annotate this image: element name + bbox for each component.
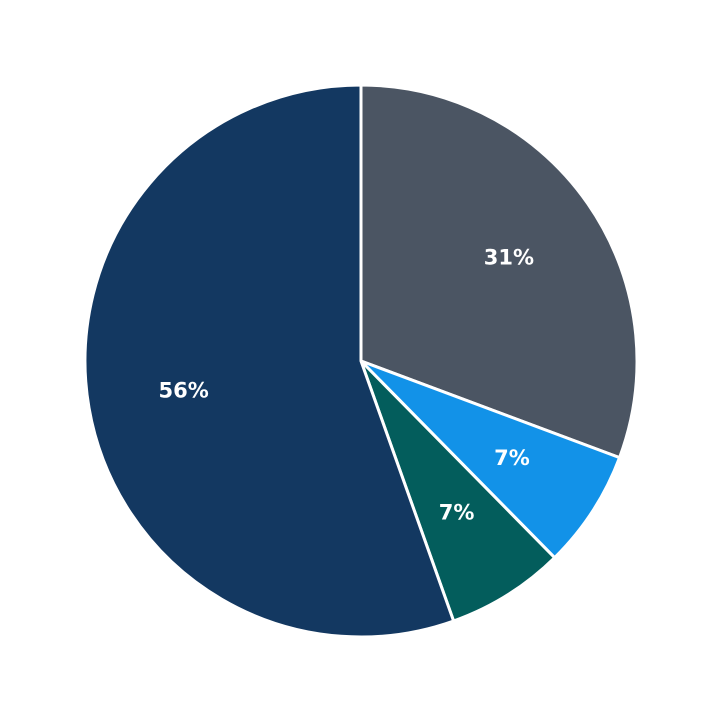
data-label: 31%: [484, 245, 534, 269]
data-label: 7%: [439, 501, 475, 525]
pie-slice: [83, 83, 456, 639]
pie-slice: [359, 83, 639, 460]
data-label: 7%: [494, 446, 530, 470]
pie-slice: [359, 359, 557, 623]
data-label: 56%: [158, 379, 208, 403]
pie-slice: [359, 359, 622, 560]
